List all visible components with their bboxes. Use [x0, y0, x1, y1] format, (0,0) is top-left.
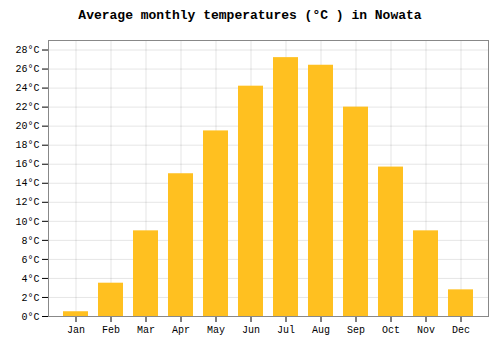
svg-text:26°C: 26°C	[15, 64, 39, 75]
svg-text:Jun: Jun	[242, 325, 260, 336]
svg-text:16°C: 16°C	[15, 159, 39, 170]
svg-text:Sep: Sep	[347, 325, 365, 336]
svg-text:22°C: 22°C	[15, 102, 39, 113]
svg-text:14°C: 14°C	[15, 178, 39, 189]
svg-text:12°C: 12°C	[15, 197, 39, 208]
svg-text:28°C: 28°C	[15, 45, 39, 56]
svg-text:Dec: Dec	[452, 325, 470, 336]
svg-text:20°C: 20°C	[15, 121, 39, 132]
html-text:Average monthly temperatures (: Average monthly temperatures (°C ) in No…	[78, 8, 422, 23]
svg-text:Jan: Jan	[67, 325, 85, 336]
svg-text:Mar: Mar	[137, 325, 155, 336]
svg-text:24°C: 24°C	[15, 83, 39, 94]
svg-text:8°C: 8°C	[21, 236, 39, 247]
svg-text:10°C: 10°C	[15, 217, 39, 228]
svg-text:6°C: 6°C	[21, 255, 39, 266]
svg-text:May: May	[207, 325, 225, 336]
svg-text:Nov: Nov	[417, 325, 435, 336]
svg-text:Apr: Apr	[172, 325, 190, 336]
svg-text:2°C: 2°C	[21, 293, 39, 304]
svg-text:Aug: Aug	[312, 325, 330, 336]
svg-text:Feb: Feb	[102, 325, 120, 336]
svg-text:0°C: 0°C	[21, 312, 39, 323]
svg-text:Jul: Jul	[277, 325, 295, 336]
svg-text:Oct: Oct	[382, 325, 400, 336]
svg-text:18°C: 18°C	[15, 140, 39, 151]
svg-text:4°C: 4°C	[21, 274, 39, 285]
